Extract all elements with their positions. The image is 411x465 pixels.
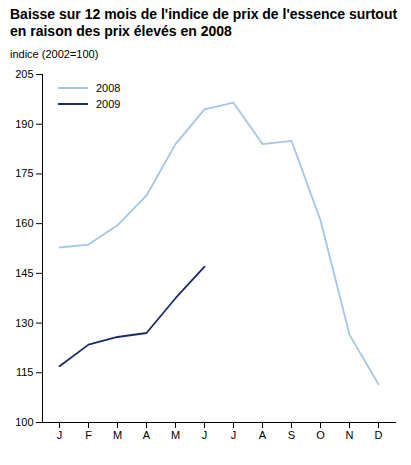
svg-text:J: J	[57, 429, 63, 441]
svg-text:100: 100	[15, 416, 33, 428]
svg-text:175: 175	[15, 167, 33, 179]
svg-text:N: N	[346, 429, 354, 441]
svg-text:190: 190	[15, 118, 33, 130]
svg-text:205: 205	[15, 68, 33, 80]
svg-text:130: 130	[15, 317, 33, 329]
html-text:indice (2002=100): indice (2002=100)	[10, 48, 99, 60]
svg-text:J: J	[202, 429, 208, 441]
svg-text:F: F	[85, 429, 92, 441]
svg-text:D: D	[375, 429, 383, 441]
svg-text:A: A	[259, 429, 267, 441]
svg-text:M: M	[113, 429, 122, 441]
svg-text:160: 160	[15, 217, 33, 229]
svg-text:O: O	[316, 429, 325, 441]
html-text:Baisse sur 12 mois de l'indice: Baisse sur 12 mois de l'indice de prix d…	[10, 6, 398, 39]
html-text:2009: 2009	[96, 98, 121, 110]
svg-text:M: M	[171, 429, 180, 441]
html-text:2008: 2008	[96, 82, 121, 94]
svg-text:115: 115	[16, 366, 34, 378]
svg-text:S: S	[288, 429, 295, 441]
svg-text:J: J	[231, 429, 237, 441]
svg-text:145: 145	[15, 267, 33, 279]
svg-text:A: A	[143, 429, 151, 441]
